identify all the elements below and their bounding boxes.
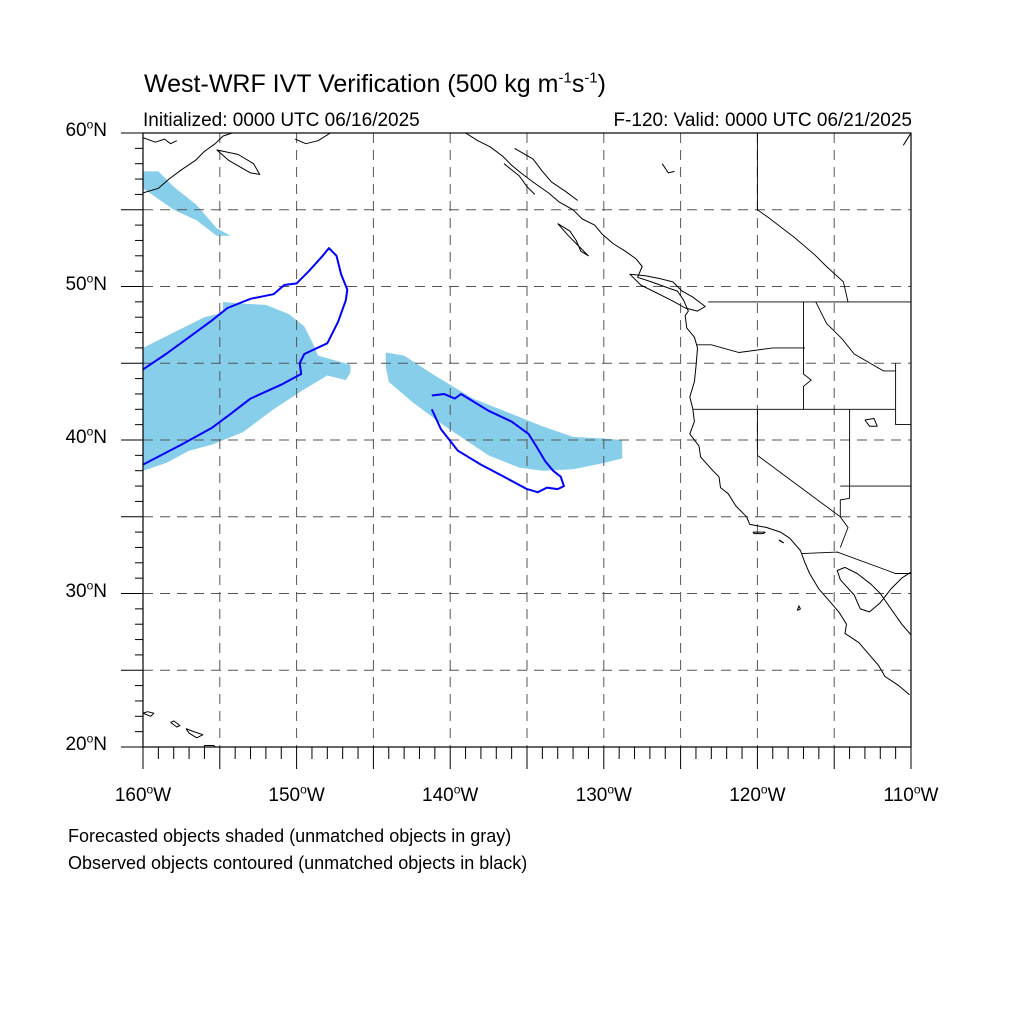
coastline — [514, 147, 578, 201]
initialized-time: Initialized: 0000 UTC 06/16/2025 — [143, 110, 420, 131]
forecast-objects-layer — [143, 171, 623, 471]
map-frame — [142, 132, 912, 748]
footnote-observed: Observed objects contoured (unmatched ob… — [68, 853, 528, 873]
political-boundary — [839, 409, 851, 517]
coastline-layer — [143, 133, 911, 747]
coastline — [294, 133, 331, 145]
lat-label: 40oN — [65, 424, 107, 448]
lat-label: 60oN — [65, 117, 107, 141]
lon-label: 120oW — [729, 782, 786, 806]
coastline — [143, 133, 233, 194]
graticule-layer — [143, 133, 911, 747]
footnote-forecast: Forecasted objects shaded (unmatched obj… — [68, 826, 512, 846]
coastline — [143, 711, 155, 717]
observed-objects-layer — [143, 247, 565, 494]
central-band-object — [385, 352, 623, 471]
lat-label: 20oN — [65, 731, 107, 755]
coastline — [752, 531, 766, 535]
coastline — [836, 566, 911, 636]
coastline — [503, 163, 536, 195]
lon-label: 160oW — [114, 782, 172, 806]
political-boundary — [696, 344, 805, 353]
coastline — [629, 273, 706, 312]
coastline — [661, 163, 675, 174]
lon-label: 110oW — [883, 782, 939, 806]
political-boundary — [803, 301, 812, 410]
political-boundary — [756, 133, 849, 303]
boundary-layer — [692, 133, 911, 574]
coastline — [864, 418, 878, 427]
lon-label: 150oW — [268, 782, 325, 806]
lat-label: 50oN — [65, 271, 107, 295]
lon-label: 130oW — [575, 782, 632, 806]
political-boundary — [801, 551, 911, 574]
coastline — [143, 137, 178, 145]
coastline — [216, 149, 261, 175]
alaska-gulf-object — [143, 171, 231, 236]
lon-label: 140oW — [422, 782, 479, 806]
chart-title: West-WRF IVT Verification (500 kg m-1s-1… — [144, 69, 606, 98]
coastline — [185, 728, 204, 739]
coastline — [557, 223, 589, 257]
west-observed-contour — [143, 247, 349, 466]
lat-label: 30oN — [65, 578, 107, 602]
coastline — [465, 133, 910, 696]
coastline — [203, 745, 217, 747]
coastline — [778, 539, 784, 544]
west-large-object — [143, 301, 351, 471]
coastline — [170, 720, 181, 728]
coastline — [902, 133, 911, 146]
valid-time: F-120: Valid: 0000 UTC 06/21/2025 — [613, 110, 912, 131]
political-boundary — [815, 301, 896, 372]
central-observed-contour — [430, 393, 565, 494]
tick-marks-layer — [121, 132, 912, 769]
coastline — [796, 605, 801, 611]
political-boundary — [895, 363, 911, 426]
